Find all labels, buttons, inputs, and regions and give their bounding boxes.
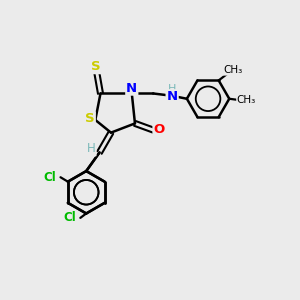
Text: S: S (92, 60, 101, 73)
Text: Cl: Cl (64, 212, 76, 224)
Text: CH₃: CH₃ (223, 65, 242, 75)
Text: H: H (87, 142, 96, 155)
Text: CH₃: CH₃ (237, 95, 256, 105)
Text: Cl: Cl (44, 171, 57, 184)
Text: O: O (153, 123, 165, 136)
Text: N: N (167, 90, 178, 103)
Text: N: N (126, 82, 137, 95)
Text: H: H (168, 84, 176, 94)
Text: S: S (85, 112, 95, 125)
